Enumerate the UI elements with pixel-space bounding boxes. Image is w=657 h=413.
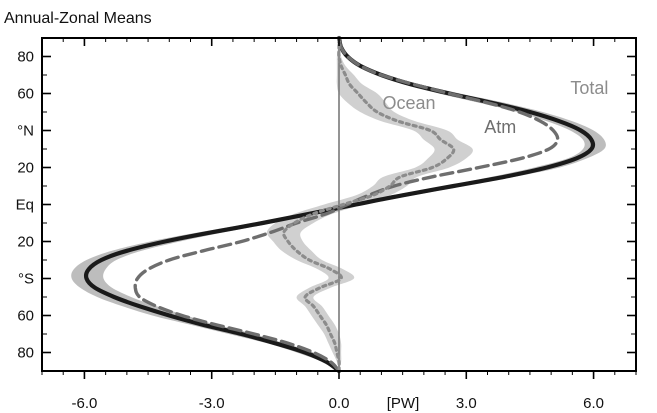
series-label-ocean: Ocean — [382, 93, 435, 113]
series-line-ocean — [282, 36, 456, 373]
y-tick-label: 60 — [17, 308, 34, 325]
x-axis: -6.0 -3.0 0.0 3.0 6.0 — [41, 38, 637, 412]
series-lines — [83, 35, 596, 374]
x-tick-label: 6.0 — [583, 395, 604, 412]
x-axis-unit-label: [PW] — [387, 395, 420, 412]
y-tick-label: 20 — [17, 234, 34, 251]
y-tick-label: 80 — [17, 345, 34, 362]
y-tick-label: Eq — [16, 197, 34, 214]
x-tick-label: 0.0 — [329, 395, 350, 412]
y-tick-label: 60 — [17, 86, 34, 103]
y-tick-label: °S — [18, 271, 34, 288]
x-tick-label: 3.0 — [456, 395, 477, 412]
x-tick-label: -3.0 — [199, 395, 225, 412]
chart-title: Annual-Zonal Means — [4, 10, 152, 27]
x-tick-label: -6.0 — [71, 395, 97, 412]
band-ocean — [266, 38, 473, 371]
y-tick-label: °N — [17, 123, 34, 140]
y-tick-label: 20 — [17, 160, 34, 177]
series-label-atm: Atm — [484, 117, 516, 137]
y-tick-label: 80 — [17, 49, 34, 66]
series-labels: Total Ocean Atm — [382, 78, 608, 137]
series-label-total: Total — [570, 78, 608, 98]
y-axis: 80 60 °N 20 Eq 20 °S 60 80 — [16, 37, 636, 372]
